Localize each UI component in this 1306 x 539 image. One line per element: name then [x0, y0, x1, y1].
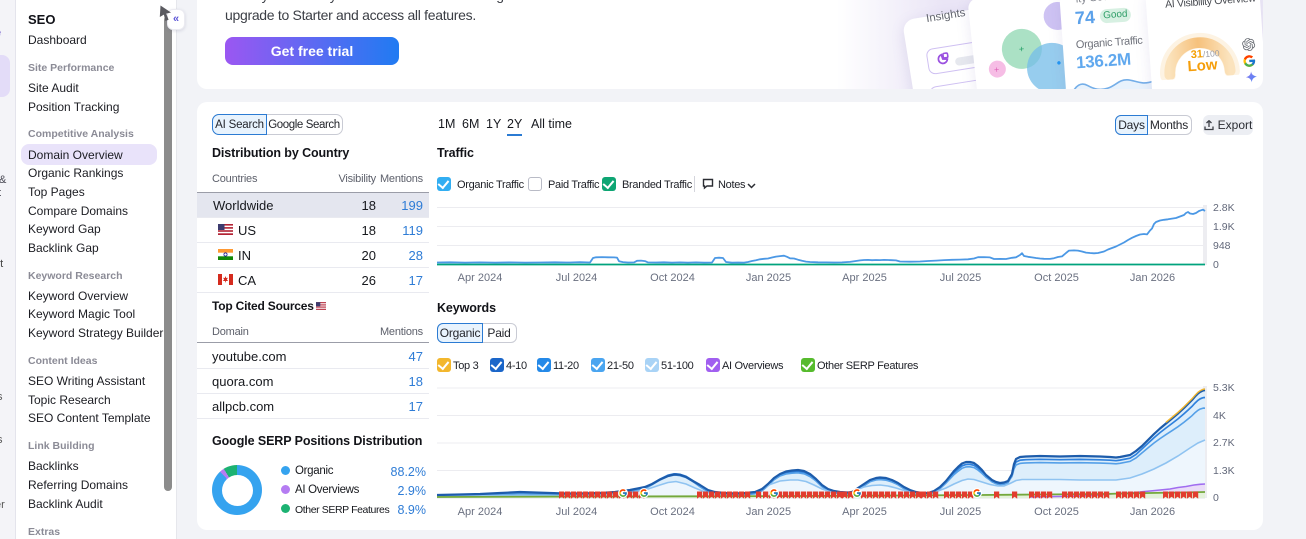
svg-text:1.9K: 1.9K — [1213, 221, 1235, 233]
svg-text:1.3K: 1.3K — [1213, 465, 1235, 477]
svg-text:Jan 2026: Jan 2026 — [1130, 272, 1175, 284]
svg-text:0: 0 — [1213, 492, 1219, 504]
svg-text:Oct 2025: Oct 2025 — [1034, 272, 1079, 284]
svg-text:Oct 2025: Oct 2025 — [1034, 506, 1079, 518]
svg-text:Jul 2025: Jul 2025 — [940, 272, 982, 284]
svg-text:Jul 2024: Jul 2024 — [556, 506, 598, 518]
svg-text:Oct 2024: Oct 2024 — [650, 272, 695, 284]
svg-text:2.8K: 2.8K — [1213, 202, 1235, 214]
svg-text:Jul 2025: Jul 2025 — [940, 506, 982, 518]
svg-text:Apr 2024: Apr 2024 — [458, 272, 503, 284]
svg-text:4K: 4K — [1213, 410, 1226, 422]
svg-text:Oct 2024: Oct 2024 — [650, 506, 695, 518]
svg-text:Jan 2025: Jan 2025 — [746, 272, 791, 284]
svg-text:Jul 2024: Jul 2024 — [556, 272, 598, 284]
svg-text:Apr 2024: Apr 2024 — [458, 506, 503, 518]
svg-text:Jan 2025: Jan 2025 — [746, 506, 791, 518]
svg-text:948: 948 — [1213, 240, 1231, 252]
svg-text:5.3K: 5.3K — [1213, 382, 1235, 394]
svg-text:Apr 2025: Apr 2025 — [842, 272, 887, 284]
svg-text:Jan 2026: Jan 2026 — [1130, 506, 1175, 518]
svg-text:Apr 2025: Apr 2025 — [842, 506, 887, 518]
svg-text:0: 0 — [1213, 259, 1219, 271]
svg-text:2.7K: 2.7K — [1213, 437, 1235, 449]
